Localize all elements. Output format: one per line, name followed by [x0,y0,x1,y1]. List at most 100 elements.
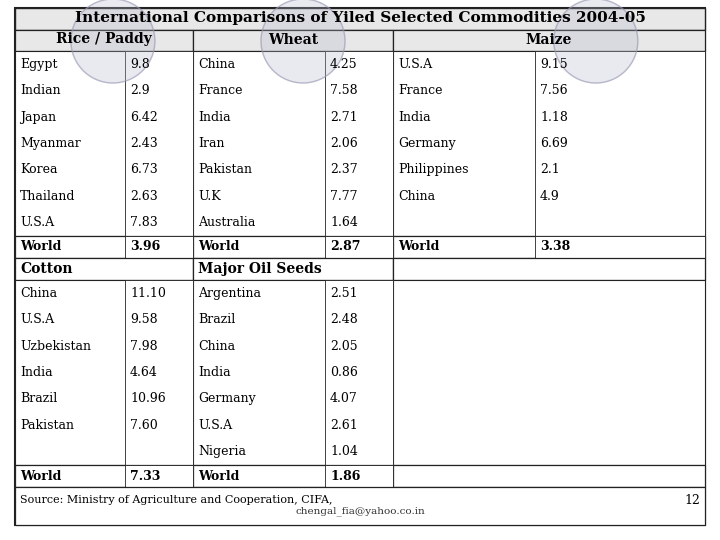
Text: 9.8: 9.8 [130,58,150,71]
Bar [393,280,705,465]
Bar [193,258,393,280]
Bar [193,465,393,487]
Text: 2.37: 2.37 [330,164,358,177]
Bar [325,51,393,236]
Text: U.S.A: U.S.A [20,313,54,326]
Text: 12: 12 [684,494,700,507]
Text: Source: Ministry of Agriculture and Cooperation, CIFA,: Source: Ministry of Agriculture and Coop… [20,495,333,505]
Text: 1.18: 1.18 [540,111,568,124]
Text: 0.86: 0.86 [330,366,358,379]
Circle shape [261,0,345,83]
Bar [325,280,393,465]
Bar [125,51,193,236]
Text: Maize: Maize [526,32,572,46]
Text: 6.69: 6.69 [540,137,568,150]
Text: 2.61: 2.61 [330,419,358,432]
Text: 4.25: 4.25 [330,58,358,71]
Text: chengal_fia@yahoo.co.in: chengal_fia@yahoo.co.in [295,506,425,516]
Text: Argentina: Argentina [198,287,261,300]
Text: 4.64: 4.64 [130,366,158,379]
Text: 1.86: 1.86 [330,469,361,483]
Text: 11.10: 11.10 [130,287,166,300]
Text: Major Oil Seeds: Major Oil Seeds [198,262,322,276]
Text: World: World [198,469,239,483]
Text: 7.77: 7.77 [330,190,358,203]
Text: Egypt: Egypt [20,58,58,71]
Text: U.S.A: U.S.A [20,217,54,230]
Text: 6.73: 6.73 [130,164,158,177]
Text: Germany: Germany [398,137,456,150]
Text: India: India [198,366,230,379]
Text: 2.05: 2.05 [330,340,358,353]
Bar [393,30,705,51]
Text: Japan: Japan [20,111,56,124]
Text: U.S.A: U.S.A [398,58,432,71]
Bar [535,236,705,258]
Text: China: China [398,190,435,203]
Text: 2.63: 2.63 [130,190,158,203]
Text: World: World [398,240,439,253]
Text: World: World [198,240,239,253]
Text: Germany: Germany [198,393,256,406]
Text: 2.1: 2.1 [540,164,559,177]
Text: 7.98: 7.98 [130,340,158,353]
Bar [325,465,393,487]
Text: India: India [20,366,53,379]
Text: China: China [198,58,235,71]
Bar [193,236,393,258]
Text: 10.96: 10.96 [130,393,166,406]
Bar [125,465,193,487]
Text: 2.71: 2.71 [330,111,358,124]
Text: Rice / Paddy: Rice / Paddy [56,32,152,46]
Bar [193,30,393,51]
Bar [15,51,193,236]
Text: U.K: U.K [198,190,221,203]
Text: Wheat: Wheat [268,32,318,46]
Text: France: France [198,84,243,97]
Text: 7.83: 7.83 [130,217,158,230]
Text: Uzbekistan: Uzbekistan [20,340,91,353]
Text: 2.51: 2.51 [330,287,358,300]
Text: Philippines: Philippines [398,164,469,177]
Text: Korea: Korea [20,164,58,177]
Text: 9.15: 9.15 [540,58,567,71]
Text: Iran: Iran [198,137,225,150]
Bar [193,280,393,465]
Text: 2.87: 2.87 [330,240,361,253]
Text: U.S.A: U.S.A [198,419,232,432]
Text: Indian: Indian [20,84,60,97]
Text: China: China [198,340,235,353]
Bar [15,236,193,258]
Bar [393,236,705,258]
Text: Brazil: Brazil [20,393,58,406]
Bar [325,236,393,258]
Text: India: India [198,111,230,124]
Text: 7.58: 7.58 [330,84,358,97]
Text: 1.64: 1.64 [330,217,358,230]
Text: International Comparisons of Yiled Selected Commodities 2004-05: International Comparisons of Yiled Selec… [75,11,645,25]
Text: 9.58: 9.58 [130,313,158,326]
Text: 1.04: 1.04 [330,446,358,458]
Text: 2.43: 2.43 [130,137,158,150]
Text: Pakistan: Pakistan [20,419,74,432]
Text: 2.48: 2.48 [330,313,358,326]
Bar [15,30,193,51]
Text: 2.06: 2.06 [330,137,358,150]
Bar [393,51,705,236]
Text: Thailand: Thailand [20,190,76,203]
Bar [393,258,705,280]
Bar [15,258,193,280]
Text: 3.96: 3.96 [130,240,161,253]
Text: Australia: Australia [198,217,256,230]
Text: 2.9: 2.9 [130,84,150,97]
Bar [15,280,193,465]
Text: 3.38: 3.38 [540,240,570,253]
Bar [15,8,705,30]
Text: Myanmar: Myanmar [20,137,81,150]
Text: 7.60: 7.60 [130,419,158,432]
Bar [125,236,193,258]
Text: France: France [398,84,443,97]
Bar [15,465,193,487]
Text: World: World [20,240,61,253]
Text: Brazil: Brazil [198,313,235,326]
